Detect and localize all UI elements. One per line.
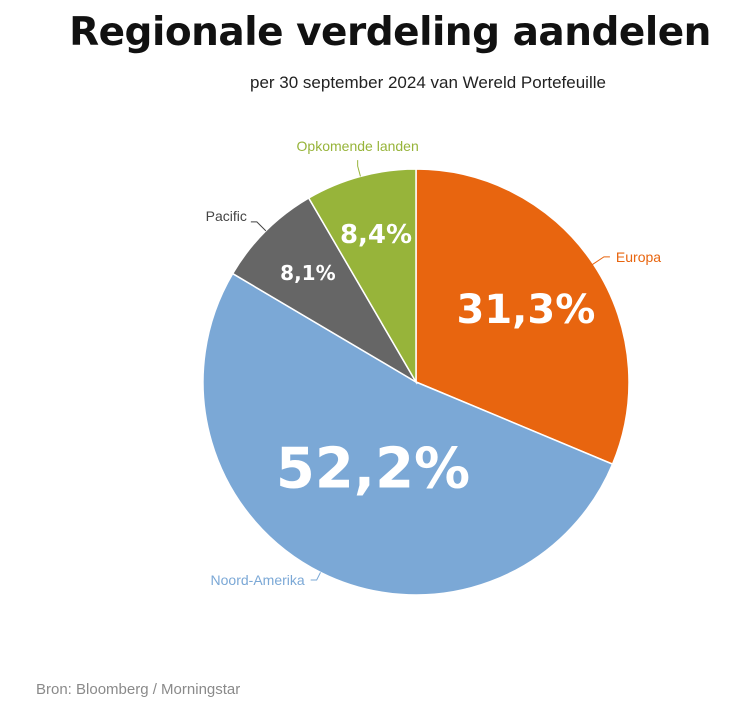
pie-category-label: Europa [616,249,661,265]
leader-line [357,160,361,177]
chart-subtitle: per 30 september 2024 van Wereld Portefe… [250,73,606,92]
pie-value-label: 8,4% [340,220,412,250]
pie-category-label: Opkomende landen [297,138,419,154]
pie-value-label: 31,3% [457,287,596,333]
pie-category-label: Noord-Amerika [211,572,305,588]
chart-title: Regionale verdeling aandelen [69,10,711,55]
pie-value-label: 52,2% [276,437,470,502]
pie-category-label: Pacific [206,208,247,224]
leader-line [310,572,321,581]
leader-line [589,256,610,267]
leader-line [250,221,267,232]
source-note: Bron: Bloomberg / Morningstar [36,681,241,698]
pie-slice-pacific [231,196,419,385]
pie-value-label: 8,1% [280,261,335,285]
